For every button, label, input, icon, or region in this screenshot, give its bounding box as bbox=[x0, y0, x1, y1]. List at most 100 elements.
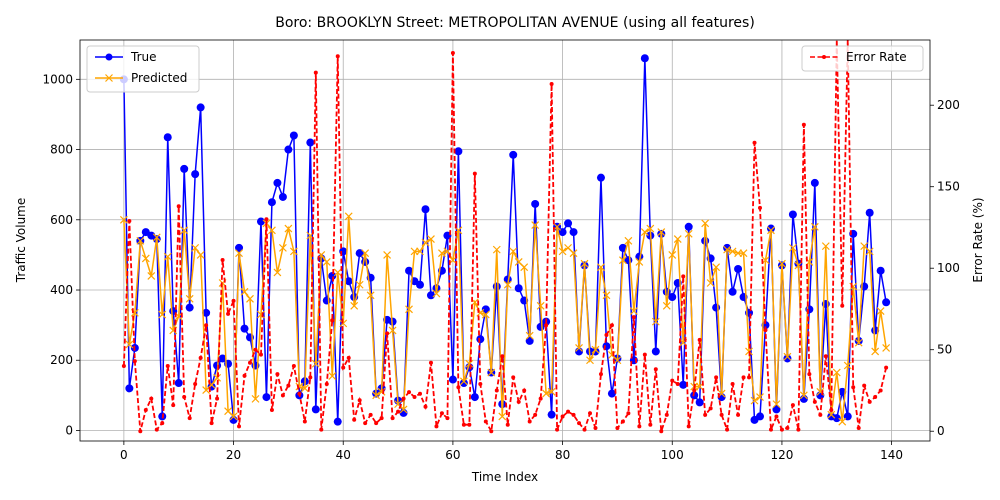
series-predicted-point bbox=[706, 279, 715, 287]
chart-title: Boro: BROOKLYN Street: METROPOLITAN AVEN… bbox=[275, 15, 755, 31]
series-error-point bbox=[851, 385, 856, 390]
series-predicted-point bbox=[355, 280, 364, 289]
series-true-point bbox=[756, 412, 764, 421]
series-error-point bbox=[538, 396, 543, 401]
series-predicted-point bbox=[240, 287, 249, 296]
series-error-point bbox=[516, 399, 521, 404]
series-error-point bbox=[785, 425, 790, 430]
series-predicted-point bbox=[646, 224, 655, 233]
series-error-point bbox=[379, 416, 384, 421]
series-error-point bbox=[198, 355, 203, 360]
series-error-point bbox=[472, 171, 477, 176]
series-predicted-point bbox=[361, 249, 370, 258]
series-predicted-point bbox=[624, 236, 633, 245]
x-tick-label: 100 bbox=[661, 448, 684, 462]
series-predicted-point bbox=[569, 249, 578, 258]
series-error-point bbox=[209, 421, 214, 426]
series-error-point bbox=[719, 412, 724, 417]
series-true-point bbox=[289, 131, 298, 140]
series-error-point bbox=[790, 403, 795, 408]
series-error-point bbox=[500, 354, 505, 359]
series-predicted-point bbox=[152, 233, 161, 242]
series-error-point bbox=[533, 412, 538, 417]
series-true-point bbox=[191, 170, 200, 179]
series-error-point bbox=[226, 311, 231, 316]
series-true-point bbox=[607, 389, 616, 398]
series-true-point bbox=[267, 198, 276, 207]
series-error-point bbox=[335, 54, 340, 59]
series-predicted-point bbox=[273, 268, 282, 277]
series-predicted-point bbox=[235, 249, 243, 258]
series-error-point bbox=[390, 416, 395, 421]
series-true-point bbox=[273, 178, 282, 187]
series-error-point bbox=[752, 140, 757, 145]
series-error-point bbox=[494, 388, 499, 393]
series-error-point bbox=[609, 323, 614, 328]
series-predicted-point bbox=[575, 344, 583, 352]
series-predicted-point bbox=[289, 247, 298, 256]
series-true-point bbox=[640, 54, 649, 63]
series-error-point bbox=[280, 393, 285, 398]
series-predicted-point bbox=[191, 243, 200, 252]
series-predicted-point bbox=[580, 259, 589, 268]
series-error-point bbox=[577, 421, 582, 426]
series-predicted-point bbox=[487, 368, 496, 377]
series-predicted-point bbox=[350, 301, 359, 310]
series-predicted-point bbox=[591, 345, 600, 354]
series-predicted-point bbox=[322, 257, 331, 266]
series-predicted-point bbox=[618, 256, 627, 265]
series-true-point bbox=[355, 249, 364, 258]
series-error-point bbox=[127, 218, 132, 223]
series-predicted-point bbox=[372, 391, 381, 400]
series-true-point bbox=[180, 164, 189, 173]
series-error-point bbox=[730, 381, 735, 386]
series-true-point bbox=[876, 266, 885, 275]
series-true-point bbox=[361, 257, 370, 266]
series-error-point bbox=[439, 411, 444, 416]
series-predicted-point bbox=[196, 250, 205, 259]
series-predicted-point bbox=[246, 294, 254, 303]
series-error-point bbox=[686, 424, 691, 429]
series-error-point bbox=[884, 365, 889, 370]
series-error-point bbox=[450, 51, 455, 56]
series-error-point bbox=[374, 421, 379, 426]
series-error-point bbox=[483, 419, 488, 424]
series-error-point bbox=[840, 303, 845, 308]
series-error-point bbox=[670, 378, 675, 383]
series-predicted-point bbox=[465, 359, 474, 368]
series-error-point bbox=[182, 394, 187, 399]
series-true-point bbox=[311, 405, 320, 414]
series-error-point bbox=[653, 367, 658, 372]
series-error-point bbox=[708, 406, 713, 411]
series-error-point bbox=[346, 355, 351, 360]
series-true-point bbox=[218, 354, 227, 363]
series-predicted-point bbox=[695, 382, 704, 391]
series-error-point bbox=[626, 411, 631, 416]
series-error-point bbox=[823, 354, 828, 359]
axis-ticks: 0 20 40 60 80 100 120 140 0 200 400 600 800 1000 0 50 10… bbox=[42, 72, 959, 462]
series-true-point bbox=[712, 303, 721, 312]
series-error-point bbox=[774, 414, 779, 419]
series-error-point bbox=[681, 274, 686, 279]
series-error-point bbox=[352, 417, 357, 422]
series-predicted-point bbox=[597, 263, 605, 272]
series-predicted-point bbox=[882, 344, 891, 352]
series-error-point bbox=[544, 323, 549, 328]
series-error-point bbox=[615, 425, 620, 430]
series-error-point bbox=[445, 416, 450, 421]
series-error-point bbox=[363, 421, 368, 426]
series-error-point bbox=[758, 205, 762, 210]
series-error-point bbox=[642, 352, 647, 357]
legend-true-marker bbox=[105, 53, 113, 61]
y-tick-label: 1000 bbox=[42, 72, 73, 86]
x-tick-label: 20 bbox=[226, 448, 241, 462]
series-error-point bbox=[149, 396, 154, 401]
series-predicted-point bbox=[284, 224, 293, 233]
series-error-point bbox=[171, 403, 176, 408]
series-predicted-point bbox=[767, 226, 775, 235]
series-predicted-point bbox=[399, 405, 408, 414]
series-true-point bbox=[448, 375, 457, 384]
series-error-point bbox=[313, 70, 318, 75]
series-error-line bbox=[122, 40, 888, 435]
series-error-point bbox=[747, 375, 752, 380]
